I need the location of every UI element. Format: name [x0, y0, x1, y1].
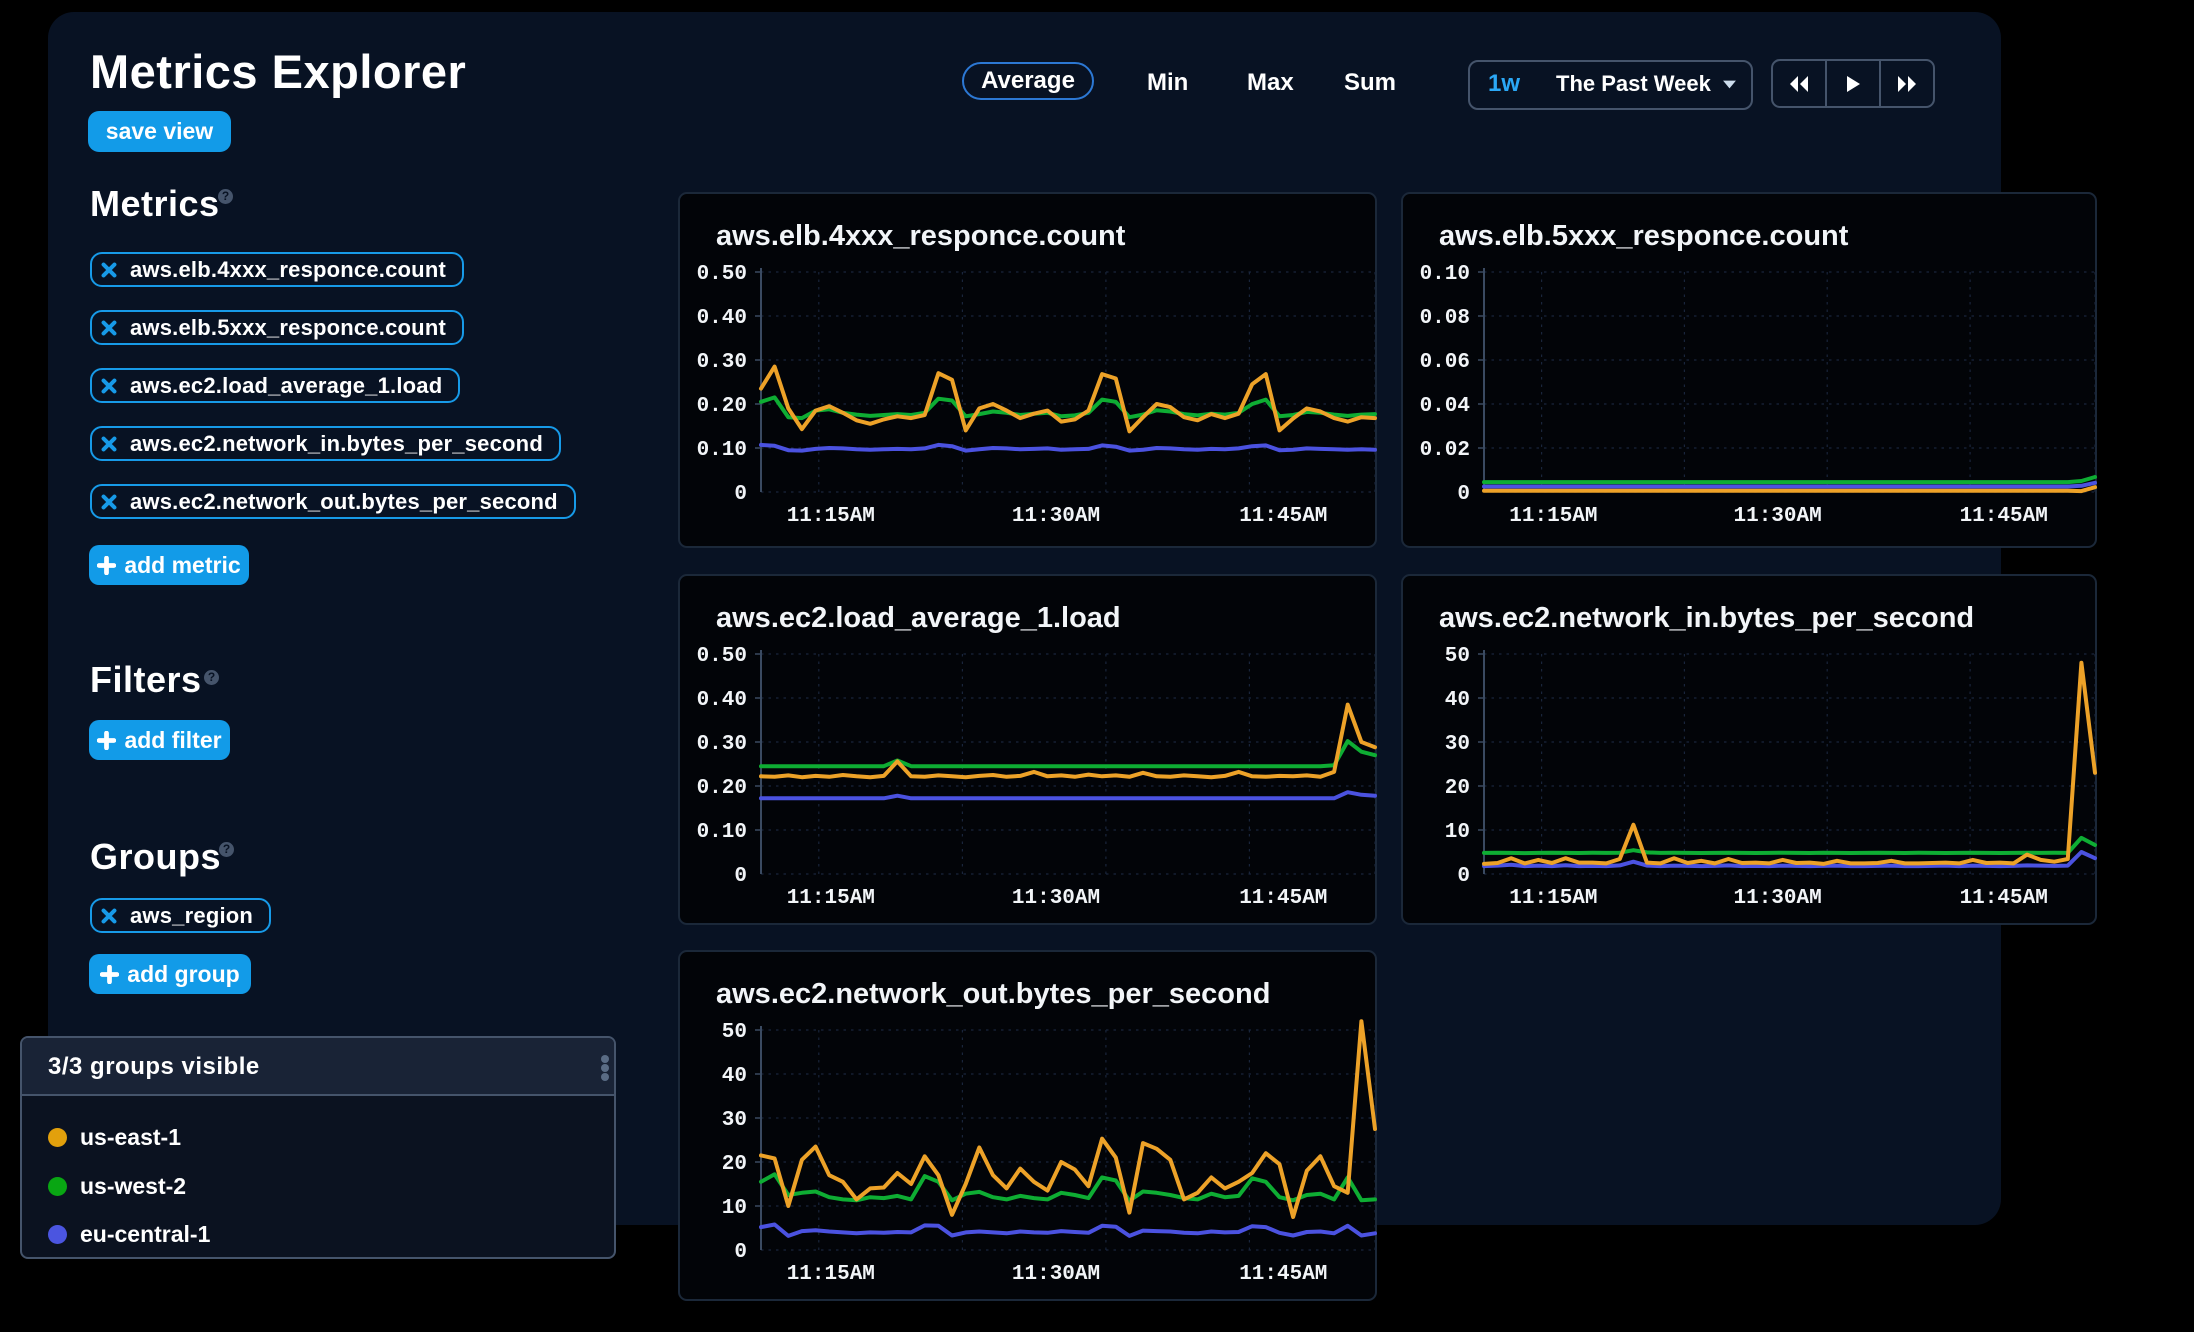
svg-text:aws.ec2.network_out.bytes_per_: aws.ec2.network_out.bytes_per_second [716, 978, 1270, 1010]
svg-text:aws.elb.4xxx_responce.count: aws.elb.4xxx_responce.count [716, 220, 1126, 252]
svg-text:aws.elb.5xxx_responce.count: aws.elb.5xxx_responce.count [1439, 220, 1849, 252]
svg-text:aws.ec2.load_average_1.load: aws.ec2.load_average_1.load [716, 602, 1121, 634]
svg-text:0.08: 0.08 [1420, 307, 1470, 330]
svg-text:0.10: 0.10 [1420, 263, 1470, 286]
svg-text:11:45AM: 11:45AM [1239, 887, 1327, 910]
svg-text:11:30AM: 11:30AM [1012, 1263, 1100, 1286]
svg-text:40: 40 [722, 1065, 747, 1088]
svg-text:50: 50 [722, 1021, 747, 1044]
svg-text:11:45AM: 11:45AM [1239, 1263, 1327, 1286]
svg-text:11:15AM: 11:15AM [1509, 505, 1597, 528]
svg-text:0.02: 0.02 [1420, 439, 1470, 462]
svg-text:0.30: 0.30 [697, 351, 747, 374]
svg-text:30: 30 [1445, 733, 1470, 756]
svg-text:0.50: 0.50 [697, 645, 747, 668]
svg-text:0.10: 0.10 [697, 439, 747, 462]
svg-text:0: 0 [734, 483, 747, 506]
svg-text:0.30: 0.30 [697, 733, 747, 756]
svg-text:10: 10 [1445, 821, 1470, 844]
svg-text:0.40: 0.40 [697, 307, 747, 330]
svg-text:11:15AM: 11:15AM [787, 505, 875, 528]
svg-text:0.20: 0.20 [697, 395, 747, 418]
svg-text:0: 0 [1457, 865, 1470, 888]
svg-text:0: 0 [734, 865, 747, 888]
svg-text:11:15AM: 11:15AM [787, 887, 875, 910]
svg-text:0: 0 [734, 1241, 747, 1264]
svg-text:20: 20 [1445, 777, 1470, 800]
svg-text:11:15AM: 11:15AM [787, 1263, 875, 1286]
svg-text:0.04: 0.04 [1420, 395, 1470, 418]
svg-text:11:45AM: 11:45AM [1960, 505, 2048, 528]
svg-text:0.06: 0.06 [1420, 351, 1470, 374]
svg-text:11:45AM: 11:45AM [1960, 887, 2048, 910]
svg-text:0.10: 0.10 [697, 821, 747, 844]
svg-text:20: 20 [722, 1153, 747, 1176]
svg-text:50: 50 [1445, 645, 1470, 668]
svg-text:11:30AM: 11:30AM [1012, 887, 1100, 910]
svg-text:11:30AM: 11:30AM [1733, 505, 1821, 528]
svg-text:0: 0 [1457, 483, 1470, 506]
svg-text:0.20: 0.20 [697, 777, 747, 800]
svg-text:10: 10 [722, 1197, 747, 1220]
svg-text:11:30AM: 11:30AM [1012, 505, 1100, 528]
svg-text:40: 40 [1445, 689, 1470, 712]
svg-text:aws.ec2.network_in.bytes_per_s: aws.ec2.network_in.bytes_per_second [1439, 602, 1974, 634]
svg-text:11:15AM: 11:15AM [1509, 887, 1597, 910]
svg-text:11:30AM: 11:30AM [1733, 887, 1821, 910]
svg-text:11:45AM: 11:45AM [1239, 505, 1327, 528]
svg-text:0.40: 0.40 [697, 689, 747, 712]
svg-text:0.50: 0.50 [697, 263, 747, 286]
svg-text:30: 30 [722, 1109, 747, 1132]
